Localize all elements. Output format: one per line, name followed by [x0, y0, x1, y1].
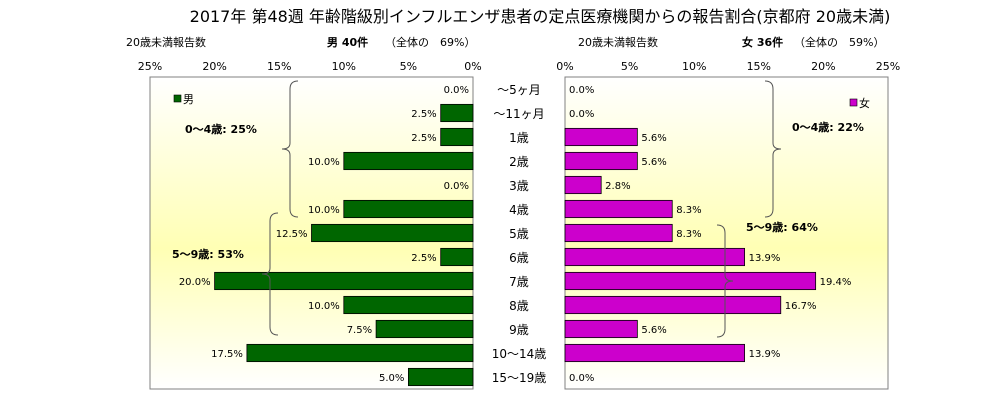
male-data-label: 7.5%	[347, 325, 372, 336]
male-bar	[343, 151, 474, 171]
male-data-label: 17.5%	[211, 349, 243, 360]
male-bar	[246, 343, 474, 363]
male-data-label: 5.0%	[379, 373, 404, 384]
female-bar	[564, 223, 673, 243]
category-label: 4歳	[509, 203, 529, 217]
female-data-label: 0.0%	[569, 373, 594, 384]
male-data-label: 20.0%	[179, 277, 211, 288]
male-bar	[375, 319, 474, 339]
female-data-label: 8.3%	[676, 205, 701, 216]
female-tick-label: 5%	[621, 60, 638, 73]
female-bar	[564, 343, 745, 363]
male-annotation-5-9: 5～9歳: 53%	[172, 247, 244, 261]
male-bar	[214, 271, 474, 291]
female-brace-5-9	[716, 224, 734, 338]
female-data-label: 5.6%	[641, 133, 666, 144]
category-label: ～5ヶ月	[497, 83, 541, 97]
chart-marks: 25% 20% 15% 10% 5% 0% 0% 5% 10% 15% 20% 25% ～5ヶ月 0.0%…	[138, 60, 900, 387]
category-label: 2歳	[509, 155, 529, 169]
female-bar	[564, 127, 638, 147]
male-header-share: （全体の 69%）	[385, 35, 475, 49]
female-header-share: （全体の 59%）	[794, 35, 884, 49]
category-label: 10～14歳	[492, 347, 547, 361]
female-tick-label: 20%	[811, 60, 835, 73]
female-data-label: 0.0%	[569, 85, 594, 96]
male-tick-label: 20%	[202, 60, 226, 73]
female-annotation-0-4: 0～4歳: 22%	[792, 120, 864, 134]
male-data-label: 0.0%	[444, 85, 469, 96]
male-bar	[440, 127, 474, 147]
male-tick-label: 10%	[332, 60, 356, 73]
category-label: ～11ヶ月	[493, 107, 544, 121]
female-bar	[564, 271, 817, 291]
female-data-label: 8.3%	[676, 229, 701, 240]
female-data-label: 2.8%	[605, 181, 630, 192]
female-data-label: 13.9%	[749, 349, 781, 360]
male-bar	[407, 367, 474, 387]
female-data-label: 0.0%	[569, 109, 594, 120]
female-legend-label: 女	[859, 96, 870, 110]
female-tick-label: 10%	[682, 60, 706, 73]
female-bar	[564, 175, 602, 195]
female-data-label: 16.7%	[785, 301, 817, 312]
male-data-label: 10.0%	[308, 157, 340, 168]
male-header-left: 20歳未満報告数	[126, 36, 206, 49]
female-tick-label: 0%	[556, 60, 573, 73]
female-tick-label: 15%	[747, 60, 771, 73]
female-header-count: 女 36件	[742, 35, 783, 49]
male-tick-label: 0%	[464, 60, 481, 73]
female-bar	[564, 199, 673, 219]
category-label: 5歳	[509, 227, 529, 241]
male-brace-0-4	[281, 80, 299, 218]
female-data-label: 19.4%	[820, 277, 852, 288]
female-header-left: 20歳未満報告数	[578, 36, 658, 49]
male-legend-swatch	[173, 94, 182, 103]
female-bar	[564, 247, 745, 267]
male-data-label: 2.5%	[411, 133, 436, 144]
chart-title: 2017年 第48週 年齢階級別インフルエンザ患者の定点医療機関からの報告割合(…	[190, 7, 891, 26]
male-bar	[440, 247, 474, 267]
male-brace-5-9	[261, 212, 279, 336]
category-label: 8歳	[509, 299, 529, 313]
male-data-label: 12.5%	[276, 229, 308, 240]
category-label: 7歳	[509, 275, 529, 289]
male-bar	[343, 199, 474, 219]
male-data-label: 2.5%	[411, 253, 436, 264]
male-data-label: 10.0%	[308, 205, 340, 216]
category-label: 9歳	[509, 323, 529, 337]
male-data-label: 0.0%	[444, 181, 469, 192]
male-bar	[311, 223, 474, 243]
female-bar	[564, 319, 638, 339]
female-bar	[564, 151, 638, 171]
category-label: 3歳	[509, 179, 529, 193]
male-annotation-0-4: 0～4歳: 25%	[185, 122, 257, 136]
male-tick-label: 15%	[267, 60, 291, 73]
female-legend-swatch	[849, 98, 858, 107]
male-tick-label: 5%	[400, 60, 417, 73]
female-brace-0-4	[764, 80, 782, 218]
male-tick-label: 25%	[138, 60, 162, 73]
male-data-label: 10.0%	[308, 301, 340, 312]
category-label: 15～19歳	[492, 371, 547, 385]
category-label: 1歳	[509, 131, 529, 145]
female-bar	[564, 295, 782, 315]
female-data-label: 13.9%	[749, 253, 781, 264]
male-legend-label: 男	[183, 93, 194, 106]
female-tick-label: 25%	[876, 60, 900, 73]
male-header-count: 男 40件	[327, 35, 368, 49]
male-bar	[343, 295, 474, 315]
female-data-label: 5.6%	[641, 325, 666, 336]
male-bar	[440, 103, 474, 123]
female-annotation-5-9: 5～9歳: 64%	[746, 220, 818, 234]
category-label: 6歳	[509, 251, 529, 265]
female-data-label: 5.6%	[641, 157, 666, 168]
male-data-label: 2.5%	[411, 109, 436, 120]
